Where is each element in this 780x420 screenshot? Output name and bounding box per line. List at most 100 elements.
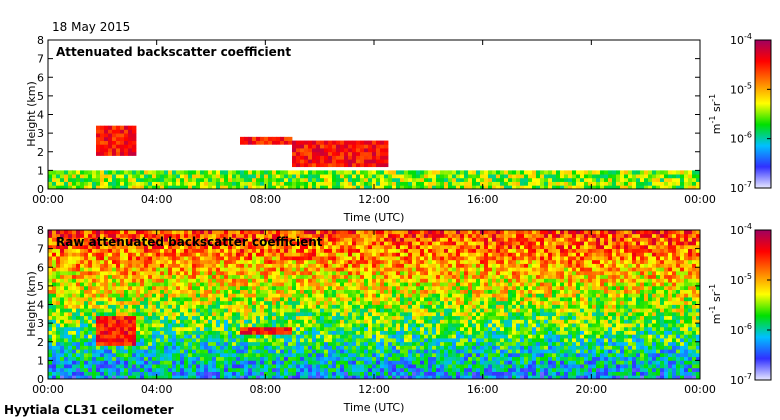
heatmap-cell (116, 341, 121, 346)
heatmap-cell (344, 174, 349, 179)
heatmap-cell (96, 248, 101, 253)
heatmap-cell (60, 181, 65, 186)
heatmap-cell (368, 181, 373, 186)
heatmap-cell (336, 263, 341, 268)
heatmap-cell (92, 319, 97, 324)
heatmap-cell (224, 244, 229, 250)
heatmap-cell (244, 360, 249, 365)
heatmap-cell (360, 244, 365, 250)
heatmap-cell (412, 341, 417, 346)
heatmap-cell (180, 308, 185, 313)
heatmap-cell (296, 289, 301, 294)
heatmap-cell (172, 364, 177, 369)
heatmap-cell (284, 241, 289, 246)
heatmap-cell (268, 334, 273, 339)
heatmap-cell (584, 181, 589, 186)
heatmap-cell (236, 300, 241, 305)
heatmap-cell (288, 285, 293, 291)
heatmap-cell (244, 267, 249, 272)
heatmap-cell (120, 289, 125, 294)
heatmap-cell (200, 270, 205, 276)
heatmap-cell (640, 177, 645, 182)
heatmap-cell (144, 300, 149, 305)
heatmap-cell (188, 233, 193, 238)
heatmap-cell (304, 289, 309, 294)
heatmap-cell (176, 282, 181, 287)
heatmap-cell (660, 185, 665, 190)
heatmap-cell (156, 360, 161, 365)
heatmap-cell (252, 311, 257, 317)
heatmap-cell (124, 244, 129, 250)
heatmap-cell (520, 177, 525, 182)
heatmap-cell (172, 297, 177, 302)
heatmap-cell (140, 371, 145, 376)
heatmap-cell (256, 330, 261, 335)
heatmap-cell (320, 148, 325, 153)
heatmap-cell (100, 252, 105, 257)
heatmap-cell (120, 349, 125, 354)
heatmap-cell (284, 345, 289, 350)
heatmap-cell (124, 334, 129, 339)
heatmap-cell (400, 297, 405, 302)
heatmap-cell (120, 256, 125, 261)
heatmap-cell (72, 352, 77, 358)
heatmap-cell (356, 174, 361, 179)
heatmap-cell (272, 237, 277, 242)
heatmap-cell (124, 241, 129, 246)
heatmap-cell (224, 304, 229, 309)
heatmap-cell (216, 300, 221, 305)
heatmap-cell (296, 263, 301, 268)
heatmap-cell (388, 181, 393, 186)
heatmap-cell (304, 323, 309, 328)
heatmap-cell (120, 181, 125, 186)
heatmap-cell (176, 256, 181, 261)
heatmap-cell (188, 297, 193, 302)
heatmap-cell (236, 170, 241, 175)
heatmap-cell (632, 170, 637, 175)
heatmap-cell (72, 237, 77, 242)
heatmap-cell (644, 185, 649, 190)
heatmap-cell (300, 300, 305, 305)
heatmap-cell (416, 311, 421, 317)
heatmap-cell (408, 352, 413, 358)
heatmap-cell (160, 174, 165, 179)
heatmap-cell (80, 308, 85, 313)
heatmap-cell (240, 375, 245, 380)
heatmap-cell (220, 285, 225, 291)
heatmap-cell (424, 263, 429, 268)
heatmap-cell (148, 267, 153, 272)
heatmap-cell (356, 244, 361, 250)
heatmap-cell (292, 256, 297, 261)
heatmap-cell (188, 278, 193, 283)
heatmap-cell (336, 181, 341, 186)
heatmap-cell (340, 285, 345, 291)
heatmap-cell (616, 177, 621, 182)
heatmap-cell (268, 170, 273, 175)
heatmap-cell (524, 181, 529, 186)
heatmap-cell (220, 174, 225, 179)
heatmap-cell (324, 282, 329, 287)
heatmap-cell (596, 170, 601, 175)
heatmap-cell (284, 237, 289, 242)
heatmap-cell (404, 319, 409, 324)
heatmap-cell (288, 274, 293, 279)
heatmap-cell (376, 326, 381, 331)
heatmap-cell (108, 311, 113, 317)
heatmap-cell (68, 356, 73, 361)
heatmap-cell (104, 133, 109, 138)
heatmap-cell (300, 267, 305, 272)
heatmap-cell (348, 252, 353, 257)
heatmap-cell (392, 181, 397, 186)
heatmap-cell (200, 244, 205, 250)
heatmap-cell (416, 297, 421, 302)
heatmap-cell (88, 349, 93, 354)
heatmap-cell (352, 323, 357, 328)
heatmap-cell (340, 230, 345, 235)
heatmap-cell (292, 319, 297, 324)
heatmap-cell (104, 259, 109, 264)
heatmap-cell (368, 241, 373, 246)
heatmap-cell (60, 256, 65, 261)
heatmap-cell (176, 237, 181, 242)
heatmap-cell (172, 315, 177, 320)
heatmap-cell (372, 282, 377, 287)
